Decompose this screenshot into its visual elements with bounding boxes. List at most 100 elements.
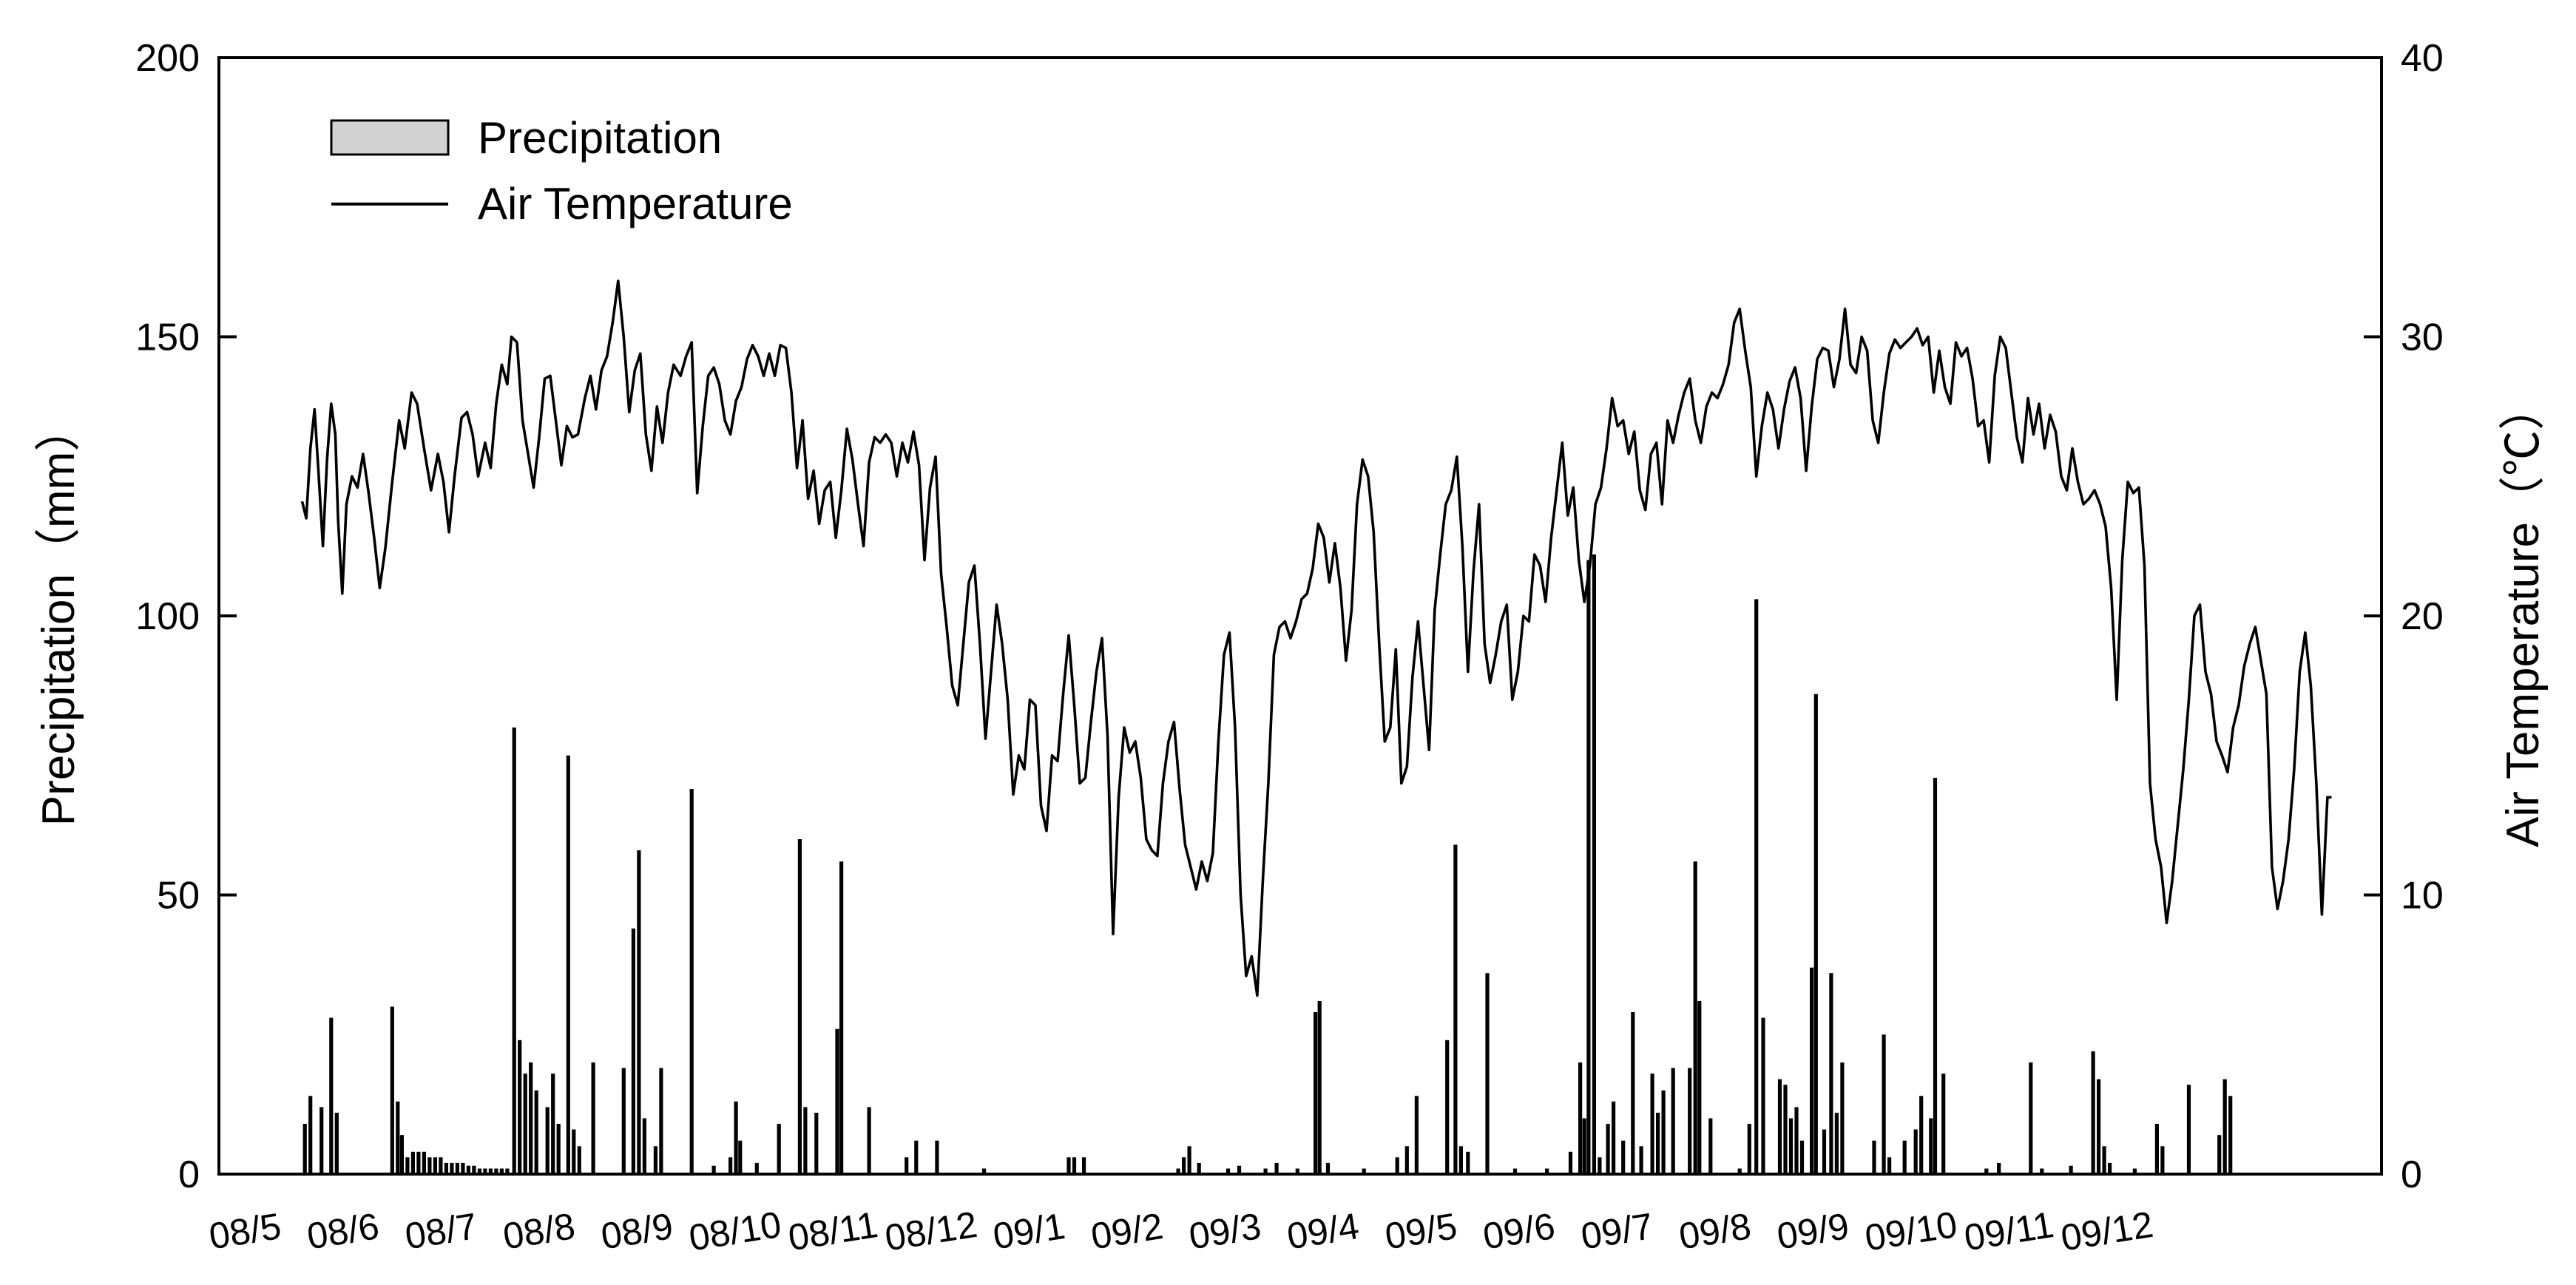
precipitation-bar [466,1165,470,1174]
precipitation-bar [1737,1168,1742,1174]
precipitation-bar [1592,554,1596,1174]
precipitation-bar [1568,1151,1573,1174]
precipitation-bar [1226,1168,1231,1174]
precipitation-bar [1466,1151,1470,1174]
precipitation-bar [728,1157,733,1174]
precipitation-bar [2102,1146,2106,1175]
precipitation-bar [814,1113,819,1174]
precipitation-bar [577,1146,581,1175]
legend-label-temperature: Air Temperature [478,179,793,228]
precipitation-bar [1688,1068,1692,1174]
precipitation-bar [1072,1157,1077,1174]
precipitation-bar [439,1157,443,1174]
precipitation-bar [803,1107,808,1174]
precipitation-bar [2108,1162,2112,1174]
precipitation-bar [1997,1162,2001,1174]
precipitation-bar [483,1168,487,1174]
y-left-tick-label: 150 [135,316,200,359]
precipitation-bar [433,1157,437,1174]
precipitation-bar [1545,1168,1549,1174]
precipitation-bar [1799,1140,1805,1174]
precipitation-bar [1933,778,1938,1174]
precipitation-bar [777,1124,781,1174]
precipitation-bar [1671,1068,1675,1174]
precipitation-bar [410,1151,415,1174]
temperature-line-layer [300,279,2332,997]
precipitation-bar [1882,1034,1886,1175]
precipitation-bar [1295,1168,1299,1174]
temperature-line [300,279,2332,997]
precipitation-bar [2069,1165,2073,1174]
precipitation-bar [1761,1017,1765,1174]
precipitation-bar [1813,694,1818,1174]
precipitation-bar [653,1146,657,1175]
precipitation-bar [1840,1062,1845,1174]
precipitation-bar [1747,1124,1751,1174]
precipitation-bar [545,1107,550,1174]
precipitation-bar [1512,1168,1518,1174]
precipitation-bar [1582,1118,1586,1174]
precipitation-bar [1598,1157,1602,1174]
legend: Precipitation Air Temperature [330,113,793,228]
precipitation-bar [416,1151,421,1174]
precipitation-bar [1754,599,1759,1174]
precipitation-bar [450,1162,454,1174]
precipitation-bar [1176,1168,1180,1174]
precipitation-bar [591,1062,595,1174]
precipitation-bar [1650,1074,1654,1174]
y-right-tick-label: 40 [2401,37,2444,80]
precipitation-bar [839,861,844,1174]
precipitation-bar [642,1118,646,1174]
precipitation-bar [422,1151,426,1174]
precipitation-bar [1788,1118,1794,1174]
precipitation-bar [1887,1157,1892,1174]
precipitation-bar [1656,1113,1660,1174]
precipitation-bar [1445,1040,1450,1174]
precipitation-bar [488,1168,493,1174]
precipitation-bar [797,839,802,1174]
precipitation-bar [1984,1168,1989,1174]
precipitation-bar [505,1168,510,1174]
precipitation-bar [494,1168,498,1174]
precipitation-bar [1586,560,1591,1174]
precipitation-bar [1485,973,1490,1174]
precipitation-bar [2091,1051,2095,1174]
y-left-tick-label: 0 [178,1153,200,1196]
precipitation-bar [2160,1146,2165,1175]
precipitation-bar [2186,1085,2191,1174]
precipitation-bar [1395,1157,1399,1174]
precipitation-bar [302,1124,307,1174]
precipitation-bar [734,1101,738,1174]
precipitation-bar [914,1140,919,1174]
precipitation-bar [477,1168,481,1174]
precipitation-bar [2228,1096,2233,1174]
precipitation-bar [1404,1146,1409,1175]
precipitation-bar [1822,1129,1827,1174]
y-left-axis-title: Precipitation（mm） [33,406,84,826]
precipitation-bar [512,728,516,1174]
precipitation-bar [1612,1101,1616,1174]
precipitation-bar [472,1165,476,1174]
precipitation-bar [2040,1168,2044,1174]
precipitation-bar [2217,1135,2222,1174]
precipitation-bar [1693,861,1697,1174]
precipitation-bar [427,1157,432,1174]
y-right-axis-title: Air Temperature（℃） [2498,384,2549,847]
precipitation-bar [1317,1001,1322,1174]
precipitation-bar [329,1017,334,1174]
precipitation-bar [1362,1168,1366,1174]
precipitation-bar [1458,1146,1463,1175]
precipitation-bar [566,755,570,1175]
precipitation-bar [1606,1124,1610,1174]
precipitation-bar [982,1168,987,1174]
precipitation-bar [1066,1157,1071,1174]
precipitation-bar [523,1074,527,1174]
precipitation-bar [1810,967,1814,1174]
precipitation-bar [1197,1162,1201,1174]
precipitation-bar [935,1140,939,1174]
precipitation-bar [551,1074,555,1174]
precipitation-bar [396,1101,400,1174]
precipitation-bar [455,1162,459,1174]
